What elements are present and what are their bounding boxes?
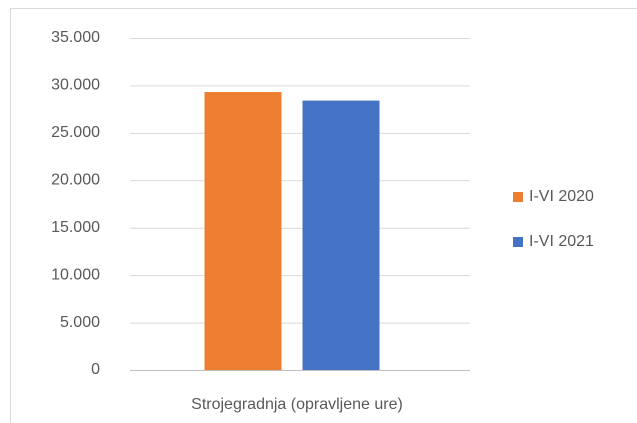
y-tick-label: 20.000 bbox=[51, 172, 100, 189]
y-tick-label: 35.000 bbox=[51, 29, 100, 46]
x-tick-label: Strojegradnja (opravljene ure) bbox=[191, 396, 403, 413]
y-tick-label: 10.000 bbox=[51, 266, 100, 283]
legend-label: I-VI 2021 bbox=[529, 233, 594, 250]
bar bbox=[204, 92, 282, 370]
legend-swatch bbox=[513, 237, 523, 247]
bar bbox=[302, 100, 380, 370]
legend-swatch bbox=[513, 192, 523, 202]
y-tick-label: 5.000 bbox=[60, 314, 100, 331]
legend-label: I-VI 2020 bbox=[529, 188, 594, 205]
y-tick-label: 0 bbox=[91, 361, 100, 378]
y-tick-label: 15.000 bbox=[51, 219, 100, 236]
y-tick-label: 30.000 bbox=[51, 77, 100, 94]
y-tick-label: 25.000 bbox=[51, 124, 100, 141]
